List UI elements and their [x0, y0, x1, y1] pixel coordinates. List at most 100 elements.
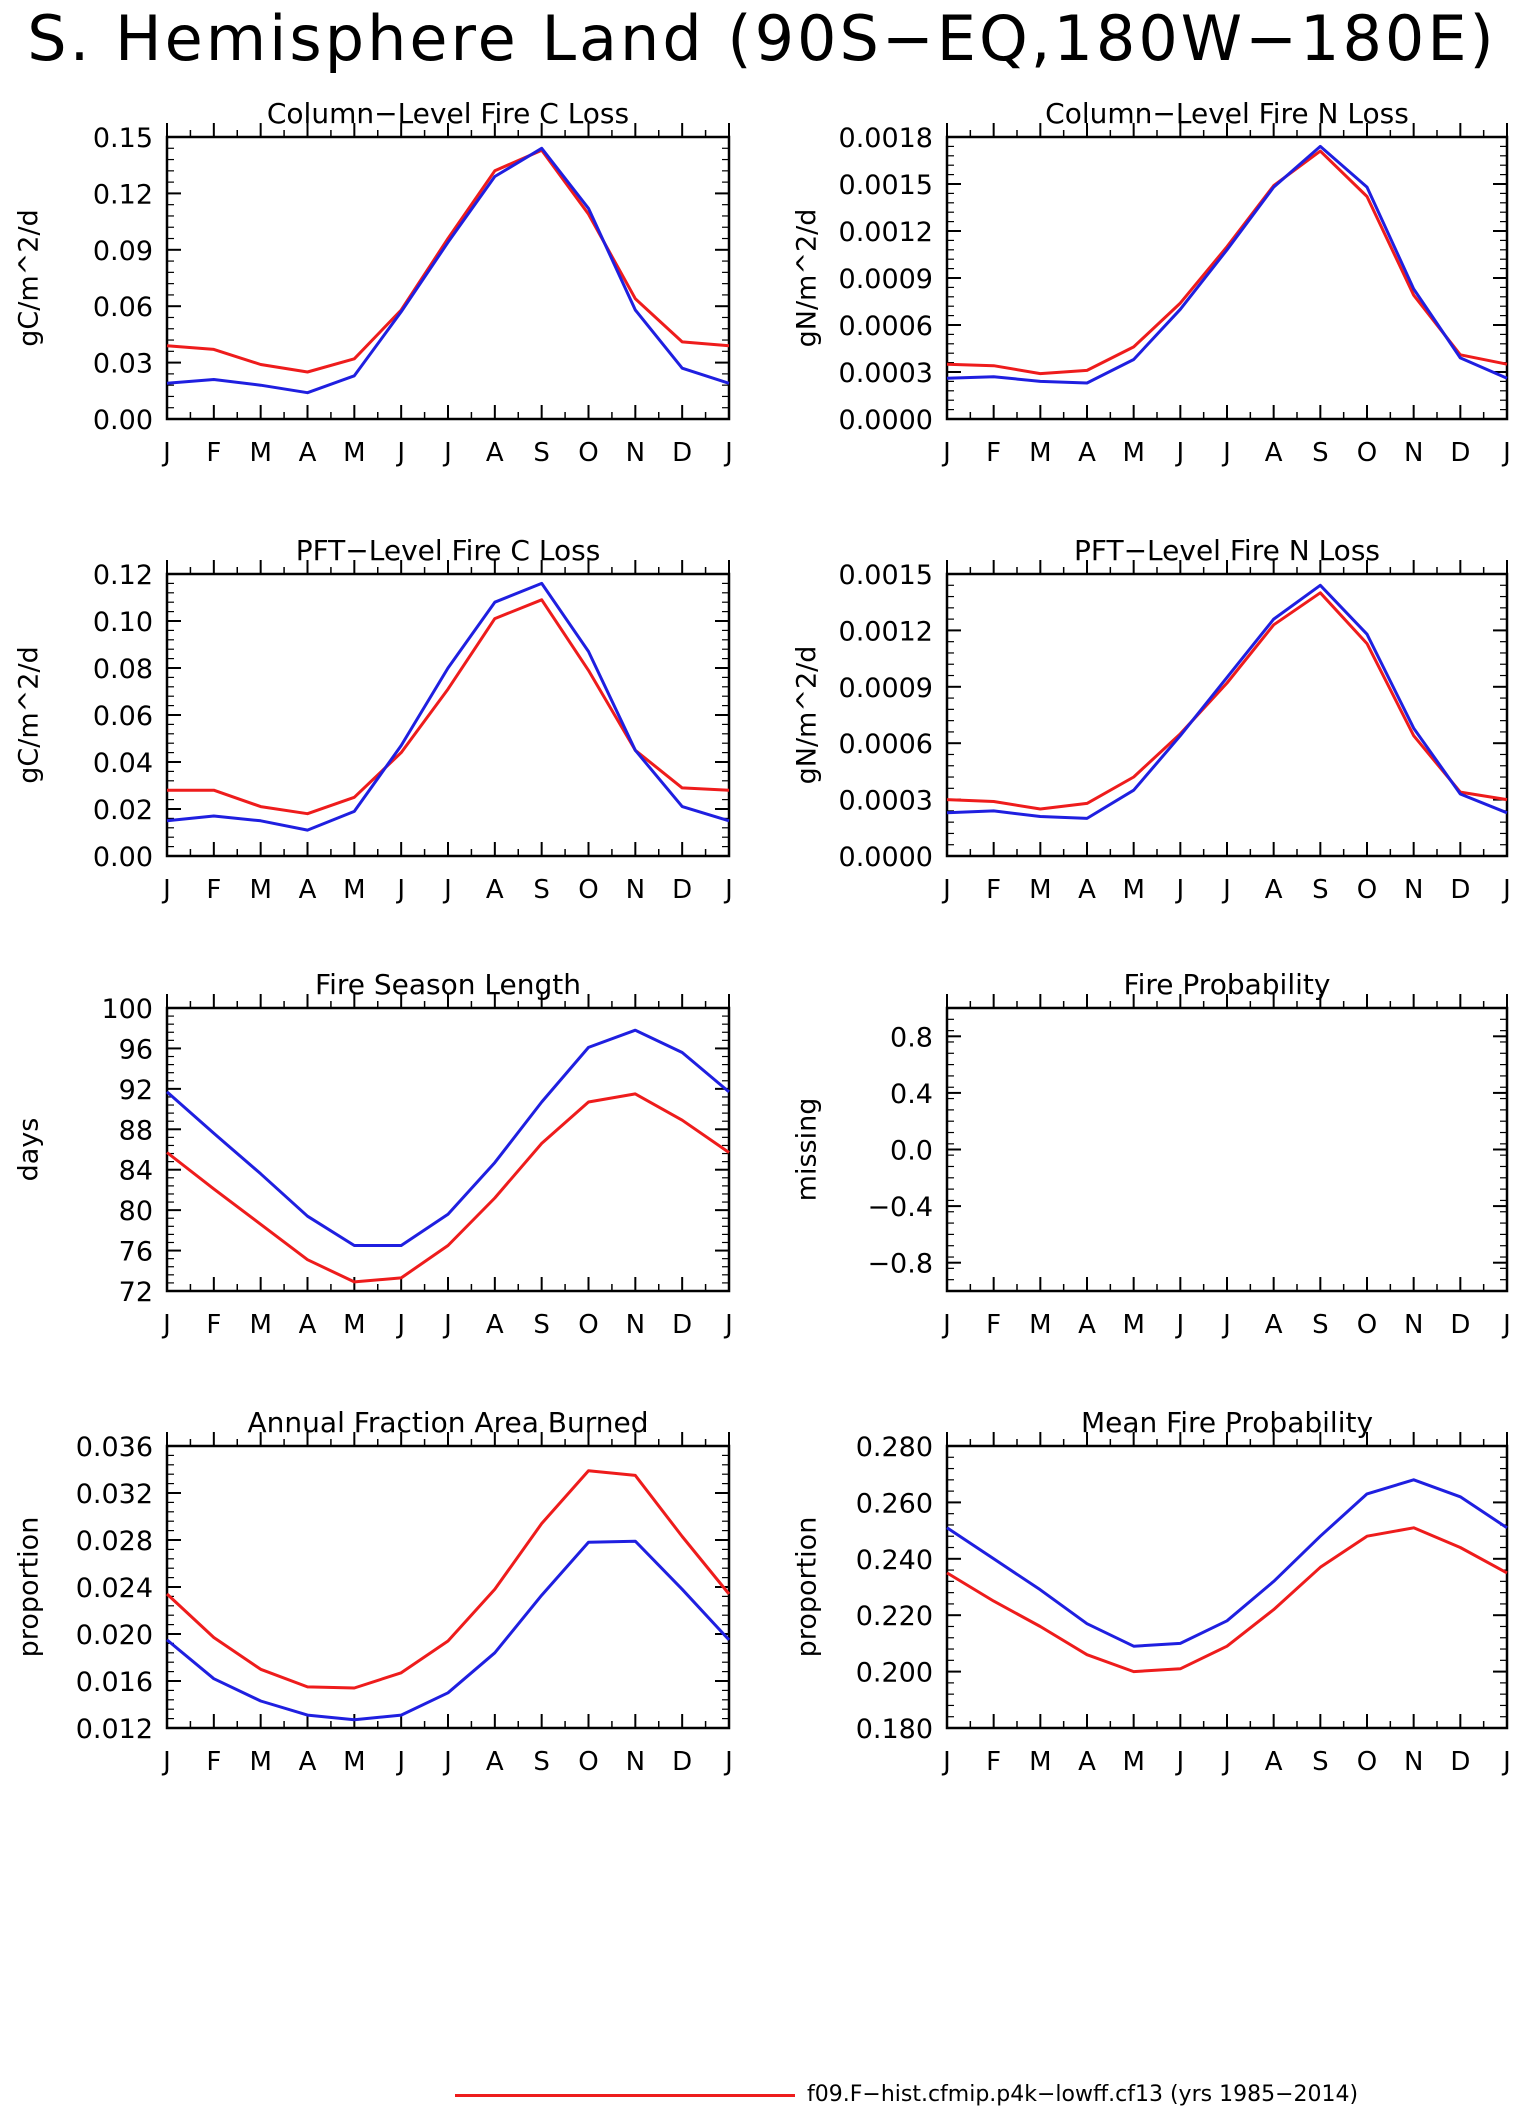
x-tick-label: A — [299, 1310, 317, 1340]
x-tick-label: N — [626, 1747, 645, 1777]
x-tick-label: J — [1501, 1310, 1511, 1340]
x-tick-label: S — [1312, 438, 1329, 468]
x-tick-label: J — [723, 875, 733, 905]
x-tick-label: J — [442, 875, 452, 905]
plot-frame — [165, 1006, 731, 1293]
x-tick-label: F — [206, 875, 221, 905]
y-tick-label: 0.04 — [93, 748, 153, 779]
y-tick-label: 0.0012 — [839, 217, 933, 248]
x-tick-label: A — [486, 875, 504, 905]
y-tick-label: 0.06 — [93, 292, 153, 323]
series-line-1 — [946, 583, 1508, 820]
x-tick-label: M — [1029, 1747, 1051, 1777]
y-axis-label: proportion — [792, 1517, 823, 1658]
y-tick-label: −0.4 — [867, 1192, 933, 1223]
x-tick-label: O — [578, 875, 598, 905]
x-tick-label: J — [161, 1310, 171, 1340]
x-tick-label: J — [395, 438, 405, 468]
x-tick-label: M — [1122, 1310, 1144, 1340]
x-tick-label: F — [206, 438, 221, 468]
x-tick-label: N — [1404, 1747, 1423, 1777]
panel-title: Fire Season Length — [315, 968, 581, 1001]
x-tick-label: D — [1450, 875, 1470, 905]
y-tick-label: −0.8 — [867, 1249, 933, 1280]
x-tick-label: M — [343, 438, 365, 468]
panel-0: J F M A M J J A S O N D J0.000.030.060.090.120.15Col… — [14, 97, 733, 468]
x-tick-label: S — [1312, 1310, 1329, 1340]
y-tick-label: 0.10 — [93, 607, 153, 638]
y-tick-label: 0.8 — [890, 1022, 933, 1053]
x-tick-label: A — [1078, 1747, 1096, 1777]
x-tick-label: O — [578, 1747, 598, 1777]
x-tick-label: A — [299, 1747, 317, 1777]
series-line-0 — [165, 1469, 731, 1690]
x-tick-label: J — [161, 1747, 171, 1777]
panel-title: Column−Level Fire C Loss — [267, 97, 629, 130]
y-tick-label: 0.00 — [93, 842, 153, 873]
panel-title: PFT−Level Fire N Loss — [1074, 534, 1380, 567]
x-tick-label: A — [486, 438, 504, 468]
x-tick-label: F — [986, 1747, 1001, 1777]
x-tick-label: A — [1078, 875, 1096, 905]
x-tick-label: N — [626, 875, 645, 905]
y-tick-label: 0.00 — [93, 405, 153, 436]
x-tick-label: S — [533, 875, 550, 905]
y-tick-label: 0.280 — [856, 1432, 933, 1463]
series-line-1 — [166, 1028, 730, 1247]
x-tick-label: A — [299, 438, 317, 468]
series-line-0 — [167, 598, 730, 816]
plot-frame — [945, 1444, 1509, 1730]
y-tick-label: 0.024 — [76, 1573, 153, 1604]
x-tick-label: D — [672, 875, 692, 905]
y-tick-label: 0.12 — [93, 179, 153, 210]
series-line-0 — [946, 1526, 1508, 1674]
plot-frame — [945, 572, 1509, 858]
y-tick-label: 0.0012 — [839, 616, 933, 647]
y-tick-label: 0.0009 — [839, 264, 933, 295]
x-tick-label: M — [249, 1747, 271, 1777]
x-tick-label: J — [1221, 438, 1231, 468]
x-tick-label: O — [1357, 1747, 1377, 1777]
y-tick-label: 0.0018 — [839, 123, 933, 154]
x-tick-label: S — [533, 438, 550, 468]
x-tick-label: D — [672, 438, 692, 468]
plot-frame — [945, 135, 1509, 421]
legend: f09.F−hist.cfmip.p4k−lowff.cf13 (yrs 198… — [455, 2082, 1515, 2112]
x-tick-label: J — [1501, 438, 1511, 468]
y-tick-label: 0.032 — [76, 1479, 153, 1510]
x-tick-label: J — [161, 438, 171, 468]
x-tick-label: A — [1265, 1747, 1283, 1777]
x-tick-label: M — [249, 1310, 271, 1340]
x-tick-label: J — [1221, 1310, 1231, 1340]
y-axis-label: days — [14, 1118, 45, 1182]
x-tick-label: M — [249, 875, 271, 905]
y-tick-label: 100 — [101, 994, 153, 1025]
y-tick-label: 0.0003 — [839, 786, 933, 817]
y-tick-label: 0.0003 — [839, 358, 933, 389]
x-tick-label: J — [395, 1310, 405, 1340]
x-tick-label: F — [986, 875, 1001, 905]
y-tick-label: 72 — [119, 1277, 153, 1308]
x-tick-label: J — [1174, 1310, 1184, 1340]
x-tick-label: J — [941, 875, 951, 905]
x-tick-label: S — [533, 1747, 550, 1777]
x-tick-label: J — [1501, 1747, 1511, 1777]
y-tick-label: 0.240 — [856, 1545, 933, 1576]
panel-1: J F M A M J J A S O N D J0.00000.00030.00060.00090.0… — [792, 97, 1511, 468]
panel-2: J F M A M J J A S O N D J0.000.020.040.060.080.100.1… — [14, 534, 733, 905]
y-tick-label: 0.012 — [76, 1714, 153, 1745]
series-line-1 — [946, 144, 1508, 385]
y-tick-label: 0.0015 — [839, 560, 933, 591]
panel-title: Column−Level Fire N Loss — [1045, 97, 1409, 130]
y-axis-label: gC/m^2/d — [14, 209, 45, 346]
x-tick-label: S — [1312, 1747, 1329, 1777]
x-tick-label: D — [672, 1310, 692, 1340]
x-tick-label: N — [1404, 875, 1423, 905]
x-tick-label: J — [161, 875, 171, 905]
y-tick-label: 0.08 — [93, 654, 153, 685]
x-tick-label: J — [1174, 438, 1184, 468]
x-tick-label: J — [1174, 875, 1184, 905]
legend-label: f09.F−hist.cfmip.p4k−lowff.cf13 (yrs 198… — [807, 2082, 1359, 2107]
y-tick-label: 0.036 — [76, 1432, 153, 1463]
